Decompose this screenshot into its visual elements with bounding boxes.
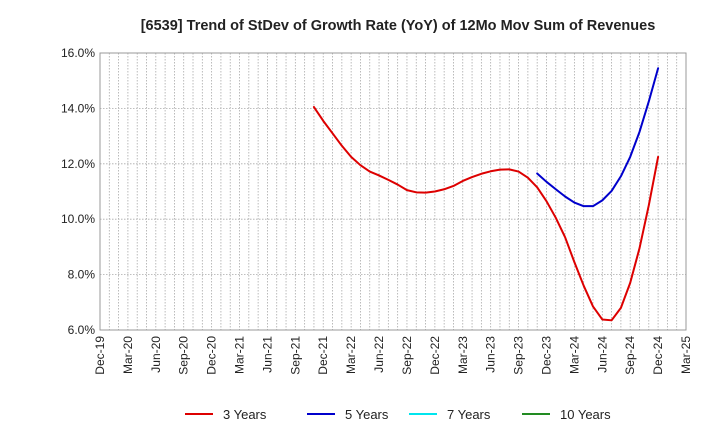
x-tick-label: Dec-22 [428, 336, 442, 375]
y-tick-label: 14.0% [61, 101, 95, 115]
y-tick-label: 16.0% [61, 46, 95, 60]
x-tick-label: Jun-21 [260, 336, 274, 373]
x-tick-label: Jun-24 [595, 336, 609, 373]
series-lines [312, 67, 660, 322]
x-tick-label: Mar-21 [233, 336, 247, 374]
legend: 3 Years 5 Years 7 Years 10 Years [185, 407, 611, 422]
legend-label: 7 Years [447, 407, 491, 422]
y-tick-label: 12.0% [61, 157, 95, 171]
x-tick-label: Dec-21 [316, 336, 330, 375]
y-tick-label: 10.0% [61, 212, 95, 226]
x-tick-label: Mar-24 [567, 336, 581, 374]
legend-label: 5 Years [345, 407, 389, 422]
x-tick-label: Sep-23 [512, 336, 526, 375]
x-tick-label: Sep-24 [623, 336, 637, 375]
x-tick-label: Dec-23 [539, 336, 553, 375]
x-tick-label: Jun-23 [484, 336, 498, 373]
series-line-5-years [536, 67, 660, 208]
legend-label: 3 Years [223, 407, 267, 422]
chart-title: [6539] Trend of StDev of Growth Rate (Yo… [141, 18, 656, 34]
x-tick-label: Dec-20 [205, 336, 219, 375]
x-tick-label: Sep-20 [177, 336, 191, 375]
y-tick-label: 6.0% [68, 323, 96, 337]
series-line-3-years [312, 106, 660, 322]
x-tick-label: Mar-22 [344, 336, 358, 374]
x-tick-label: Dec-19 [93, 336, 107, 375]
legend-label: 10 Years [560, 407, 611, 422]
x-tick-label: Sep-22 [400, 336, 414, 375]
x-tick-label: Mar-20 [121, 336, 135, 374]
x-tick-label: Jun-22 [372, 336, 386, 373]
x-tick-label: Jun-20 [149, 336, 163, 373]
plot-area-border [99, 52, 687, 331]
grid [100, 53, 686, 330]
x-tick-label: Sep-21 [288, 336, 302, 375]
y-tick-label: 8.0% [68, 268, 96, 282]
x-tick-label: Dec-24 [651, 336, 665, 375]
x-tick-label: Mar-25 [679, 336, 693, 374]
x-tick-label: Mar-23 [456, 336, 470, 374]
axes: 6.0% 8.0% 10.0% 12.0% 14.0% 16.0% Dec-19 Mar-20… [61, 46, 693, 375]
